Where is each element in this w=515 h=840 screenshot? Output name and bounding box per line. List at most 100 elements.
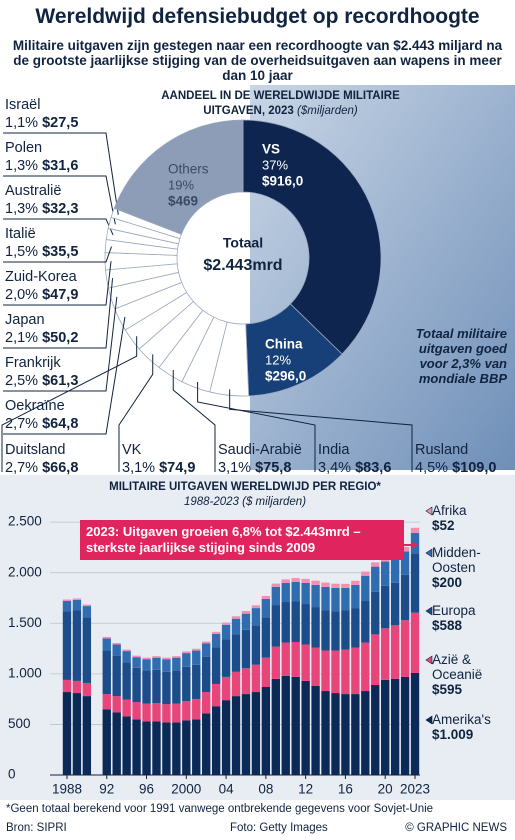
slice-label: Australië: [5, 183, 61, 199]
y-tick-label: 2.000: [8, 564, 42, 579]
bar-segment: [251, 692, 261, 775]
legend-entry: Azië & Oceanië $595: [432, 652, 512, 697]
bar-segment: [192, 699, 201, 720]
slice-value: 2,5% $61,3: [5, 373, 78, 389]
bar-segment: [62, 692, 72, 775]
legend-marker: [425, 548, 433, 558]
bar-segment: [122, 662, 131, 700]
bar-segment: [82, 696, 92, 775]
y-tick-label: 1.000: [8, 665, 42, 680]
legend-entry: Amerika's $1.009: [432, 712, 512, 742]
bar-segment: [410, 533, 420, 554]
bar-segment: [152, 721, 161, 775]
legend-value: $595: [432, 682, 463, 697]
bar-segment: [361, 601, 370, 643]
bar-segment: [172, 656, 181, 658]
legend-entry: Europa $588: [432, 603, 512, 633]
bar-segment: [132, 655, 141, 658]
slice-value: 1,3% $31,6: [5, 158, 78, 174]
bar-segment: [351, 584, 360, 609]
x-tick-label: 1988: [52, 782, 82, 797]
bar-segment: [381, 585, 390, 629]
slice-amount: $469: [168, 194, 198, 209]
slice-amount: $916,0: [262, 174, 303, 189]
x-tick-label: 2000: [171, 782, 201, 797]
bar-segment: [241, 613, 251, 630]
bar-segment: [162, 659, 171, 672]
slice-percent: 2,5%: [5, 373, 38, 389]
legend-value: $588: [432, 618, 463, 633]
bar-segment: [341, 610, 350, 650]
bar-segment: [390, 559, 400, 583]
bar-segment: [371, 566, 380, 592]
bar-segment: [112, 642, 121, 645]
slice-amount: $75,8: [255, 460, 291, 476]
x-tick-label: 08: [258, 782, 273, 797]
bar-segment: [162, 704, 171, 723]
legend-marker: [425, 715, 433, 725]
bar-segment: [72, 598, 82, 601]
bar-segment: [162, 657, 171, 660]
bar-segment: [162, 722, 171, 775]
bar-segment: [122, 651, 131, 663]
slice-amount: $109,0: [452, 460, 496, 476]
leader-line: [3, 132, 119, 215]
bar-segment: [361, 571, 370, 576]
bar-segment: [82, 682, 92, 697]
bar-segment: [400, 546, 410, 552]
x-tick-label: 92: [99, 782, 114, 797]
bar-segment: [311, 580, 320, 585]
bar-segment: [102, 709, 111, 775]
slice-value: 1,5% $35,5: [5, 244, 78, 260]
slice-amount: $61,3: [42, 373, 78, 389]
slice-value: 3,1% $75,8: [218, 460, 291, 476]
bar-segment: [331, 587, 340, 612]
bar-segment: [152, 657, 161, 670]
bar-segment: [72, 693, 82, 775]
bar-segment: [172, 722, 181, 775]
legend-name: Midden-Oosten: [432, 545, 481, 575]
legend-entry: Afrika $52: [432, 503, 512, 533]
slice-label: India: [318, 442, 350, 458]
leader-line: [3, 278, 114, 349]
slice-label: Others: [168, 162, 209, 177]
bar-segment: [341, 694, 350, 775]
bar-segment: [221, 676, 231, 701]
slice-amount: $64,8: [42, 416, 78, 432]
photo-note: Totaal militaire uitgaven goed voor 2,3%…: [415, 326, 507, 386]
bar-segment: [162, 671, 171, 705]
bar-segment: [182, 651, 191, 654]
bar-segment: [192, 664, 201, 700]
bar-segment: [281, 675, 290, 775]
center-value: $2.443mrd: [203, 257, 282, 274]
pie-unit: ($miljarden): [297, 105, 358, 117]
bar-segment: [221, 622, 231, 625]
bar-segment: [410, 612, 420, 673]
slice-amount: $31,6: [42, 158, 78, 174]
bar-segment: [142, 703, 151, 722]
bar-segment: [182, 701, 191, 721]
bar-segment: [361, 575, 370, 602]
x-tick-label: 2023: [400, 782, 430, 797]
slice-value: 2,0% $47,9: [5, 287, 78, 303]
bar-segment: [221, 624, 231, 640]
bar-segment: [172, 670, 181, 704]
bar-segment: [152, 656, 161, 658]
bar-segment: [321, 586, 330, 611]
legend-entry: Midden-Oosten $200: [432, 545, 512, 590]
bar-segment: [82, 606, 92, 618]
bar-segment: [112, 696, 121, 713]
bar-segment: [311, 607, 320, 648]
bar-segment: [390, 625, 400, 679]
slice-amount: $66,8: [42, 460, 78, 476]
pie-slice: [113, 119, 244, 235]
bar-segment: [211, 706, 221, 775]
slice-amount: $50,2: [42, 330, 78, 346]
bar-segment: [182, 720, 191, 775]
slice-percent: 2,7%: [5, 416, 38, 432]
bar-segment: [102, 650, 111, 695]
bar-segment: [371, 684, 380, 775]
bar-segment: [211, 683, 221, 707]
bar-segment: [291, 581, 300, 602]
